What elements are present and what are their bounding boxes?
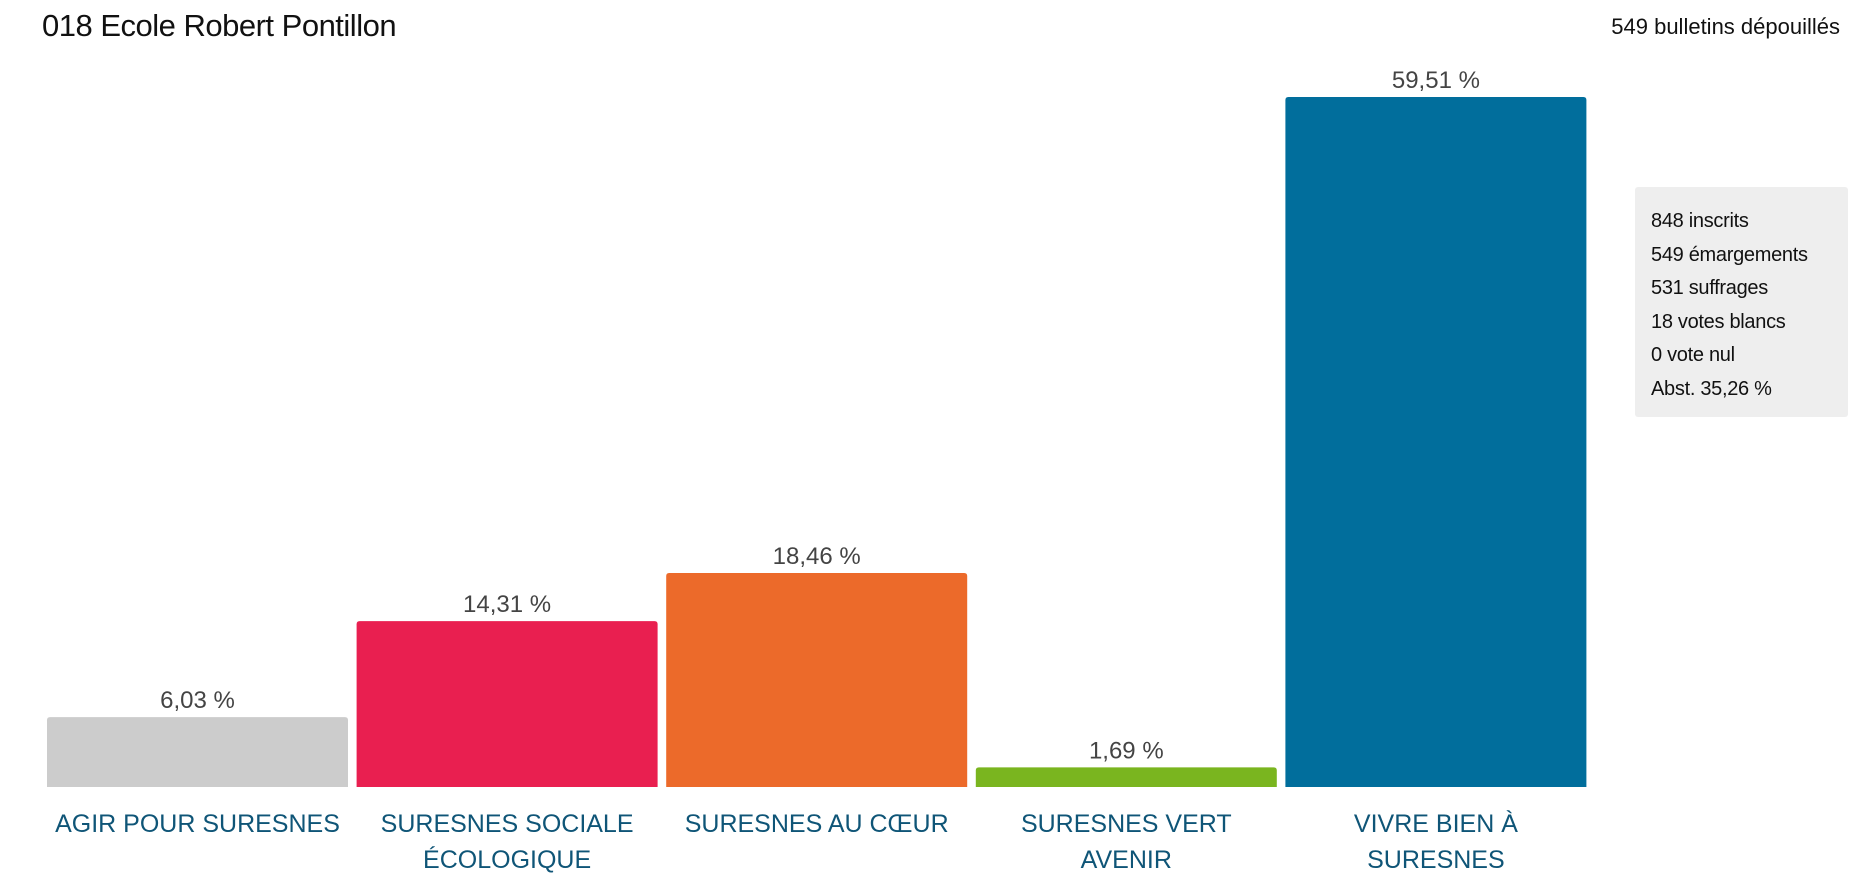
stats-panel: 848 inscrits 549 émargements 531 suffrag… <box>1635 187 1848 417</box>
ballots-counted: 549 bulletins dépouillés <box>1611 14 1840 39</box>
value-label: 1,69 % <box>1089 737 1164 764</box>
stat-signatures: 549 émargements <box>1651 243 1808 266</box>
stat-votes-cast: 531 suffrages <box>1651 277 1768 299</box>
category-label: SURESNES VERT <box>1021 810 1232 838</box>
value-label: 14,31 % <box>463 591 551 618</box>
category-label: VIVRE BIEN À <box>1354 809 1518 838</box>
page-title: 018 Ecole Robert Pontillon <box>42 8 397 43</box>
value-label: 18,46 % <box>773 543 861 570</box>
bar <box>356 621 658 787</box>
category-label: SURESNES <box>1367 846 1505 874</box>
category-label: SURESNES AU CŒUR <box>685 810 949 838</box>
category-label: SURESNES SOCIALE <box>381 810 634 838</box>
bar <box>47 717 348 787</box>
bar <box>975 767 1277 787</box>
stat-registered: 848 inscrits <box>1651 210 1749 232</box>
category-label: ÉCOLOGIQUE <box>423 845 591 874</box>
category-label: AVENIR <box>1081 846 1172 874</box>
value-label: 6,03 % <box>160 687 235 714</box>
value-label: 59,51 % <box>1392 67 1480 94</box>
bar <box>1285 97 1587 787</box>
stat-null-votes: 0 vote nul <box>1651 344 1735 366</box>
category-label: AGIR POUR SURESNES <box>55 810 340 838</box>
bar <box>666 572 968 787</box>
stat-abstention: Abst. 35,26 % <box>1651 377 1772 400</box>
stat-blank-votes: 18 votes blancs <box>1651 310 1786 333</box>
